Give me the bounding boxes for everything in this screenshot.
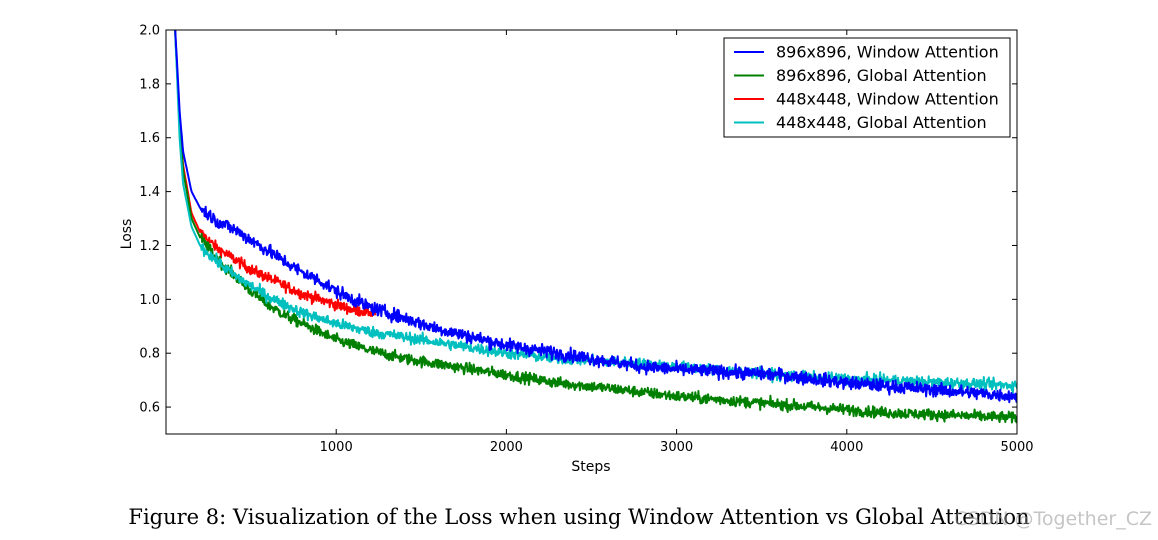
y-tick-label: 0.8 [139,347,160,362]
loss-chart: 1000 2000 3000 4000 5000 0.6 0.8 1.0 1.2 1.4 1.6 1.… [119,24,1034,476]
y-tick-label: 1.0 [139,293,160,308]
y-tick-label: 0.6 [139,401,160,416]
series-line-1 [174,30,1017,424]
y-tick-label: 1.8 [139,77,160,92]
x-tick-label: 4000 [830,440,863,455]
legend-label-2: 448x448, Window Attention [776,90,999,109]
x-tick-label: 3000 [660,440,693,455]
y-tick-label: 1.2 [139,239,160,254]
x-tick-label: 1000 [320,440,353,455]
series-layer [174,30,1017,424]
legend-box [723,37,1011,138]
watermark: CSDN @Together_CZ [954,508,1152,530]
plot-frame [165,29,1018,435]
series-line-0 [174,30,1017,404]
legend-label-0: 896x896, Window Attention [776,43,999,62]
x-axis-title: Steps [571,459,610,475]
series-line-2 [174,30,377,317]
y-tick-label: 1.6 [139,131,160,146]
y-tick-label: 1.4 [139,185,160,200]
y-tick-label: 2.0 [139,24,160,39]
legend-label-3: 448x448, Global Attention [776,113,987,132]
x-tick-label: 2000 [490,440,523,455]
figure-caption: Figure 8: Visualization of the Loss when… [128,505,1030,529]
x-tick-label: 5000 [1000,440,1033,455]
legend-label-1: 896x896, Global Attention [776,66,987,85]
y-axis-title: Loss [119,219,135,250]
legend: 896x896, Window Attention 896x896, Global… [723,37,1011,138]
axes-layer: 1000 2000 3000 4000 5000 0.6 0.8 1.0 1.2 1.4 1.6 1.… [139,24,1033,456]
